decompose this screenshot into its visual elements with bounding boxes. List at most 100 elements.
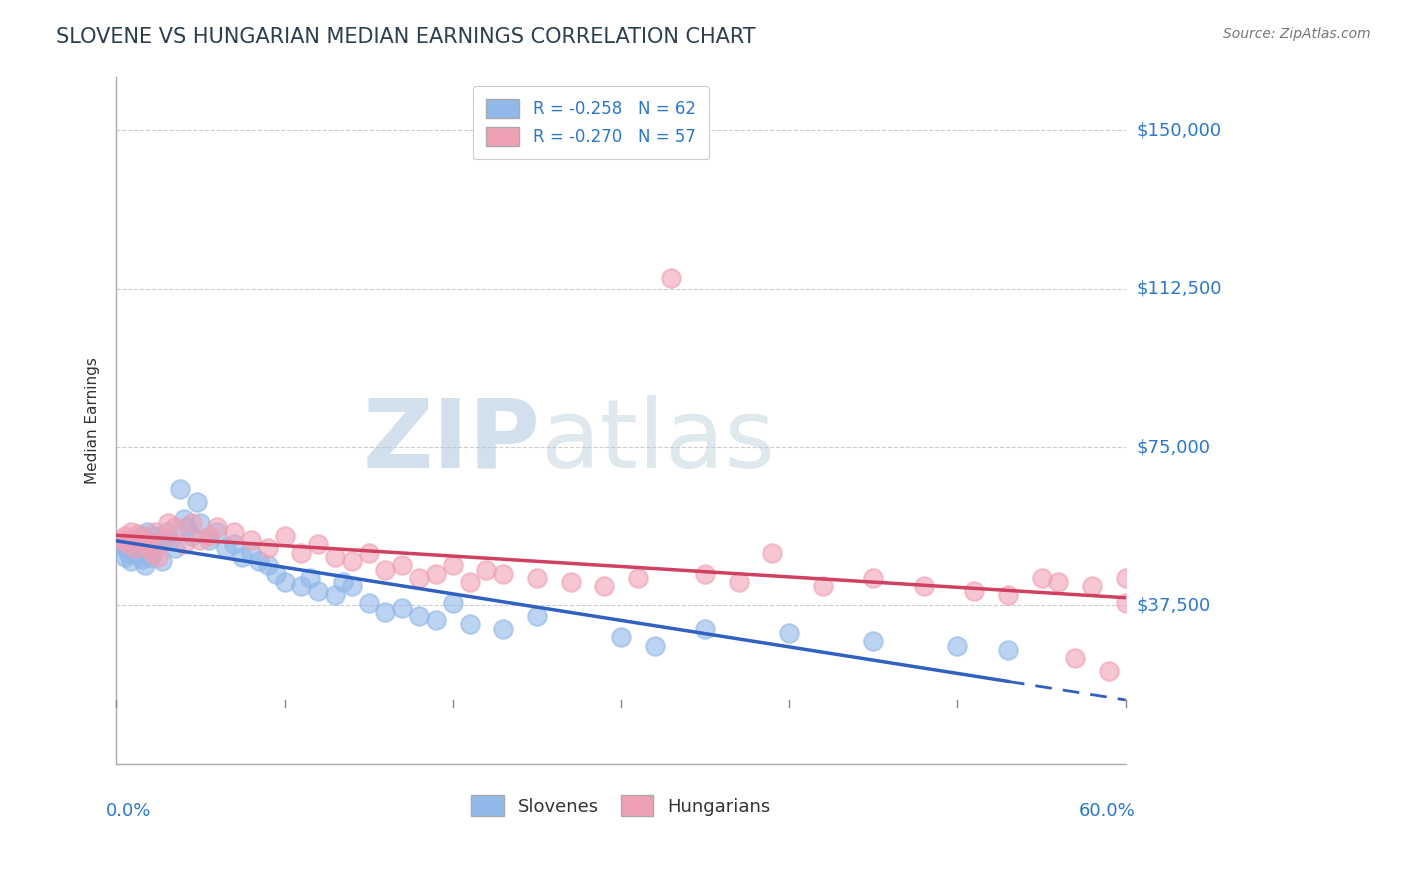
Point bbox=[141, 541, 163, 556]
Point bbox=[186, 495, 208, 509]
Point bbox=[173, 512, 195, 526]
Point bbox=[526, 609, 548, 624]
Point bbox=[997, 642, 1019, 657]
Point bbox=[131, 531, 153, 545]
Point bbox=[946, 639, 969, 653]
Point bbox=[290, 579, 312, 593]
Point bbox=[239, 546, 262, 560]
Text: ZIP: ZIP bbox=[363, 395, 540, 488]
Point bbox=[198, 533, 221, 547]
Point bbox=[357, 596, 380, 610]
Point bbox=[231, 549, 253, 564]
Point bbox=[222, 524, 245, 539]
Point bbox=[141, 546, 163, 560]
Point bbox=[1098, 664, 1121, 678]
Point bbox=[256, 558, 278, 573]
Point bbox=[127, 548, 149, 562]
Point bbox=[1115, 596, 1137, 610]
Point bbox=[131, 552, 153, 566]
Point bbox=[148, 537, 170, 551]
Point bbox=[127, 526, 149, 541]
Point bbox=[214, 541, 236, 556]
Point bbox=[128, 531, 150, 545]
Point bbox=[239, 533, 262, 547]
Point bbox=[323, 588, 346, 602]
Point bbox=[143, 529, 166, 543]
Point bbox=[169, 483, 191, 497]
Point bbox=[492, 566, 515, 581]
Point bbox=[340, 554, 363, 568]
Point bbox=[110, 533, 132, 547]
Point bbox=[181, 529, 204, 543]
Point bbox=[118, 533, 141, 547]
Point bbox=[778, 626, 800, 640]
Point bbox=[458, 617, 481, 632]
Point bbox=[173, 537, 195, 551]
Point bbox=[159, 533, 181, 547]
Point bbox=[862, 634, 884, 648]
Point bbox=[205, 520, 228, 534]
Point bbox=[526, 571, 548, 585]
Point bbox=[136, 539, 159, 553]
Text: $37,500: $37,500 bbox=[1137, 597, 1211, 615]
Text: $75,000: $75,000 bbox=[1137, 438, 1211, 456]
Text: SLOVENE VS HUNGARIAN MEDIAN EARNINGS CORRELATION CHART: SLOVENE VS HUNGARIAN MEDIAN EARNINGS COR… bbox=[56, 27, 756, 46]
Point bbox=[134, 558, 156, 573]
Point bbox=[110, 537, 132, 551]
Point bbox=[1064, 651, 1087, 665]
Point bbox=[693, 566, 716, 581]
Point bbox=[165, 520, 187, 534]
Point bbox=[273, 575, 295, 590]
Point bbox=[143, 524, 166, 539]
Point bbox=[475, 562, 498, 576]
Point bbox=[165, 541, 187, 556]
Point bbox=[135, 524, 157, 539]
Point bbox=[134, 535, 156, 549]
Point bbox=[610, 630, 633, 644]
Text: $150,000: $150,000 bbox=[1137, 121, 1222, 139]
Point bbox=[761, 546, 783, 560]
Point bbox=[374, 605, 396, 619]
Point bbox=[391, 558, 413, 573]
Point bbox=[811, 579, 834, 593]
Point bbox=[198, 529, 221, 543]
Text: 60.0%: 60.0% bbox=[1078, 802, 1136, 820]
Point bbox=[492, 622, 515, 636]
Point bbox=[176, 520, 198, 534]
Point bbox=[156, 524, 179, 539]
Point bbox=[997, 588, 1019, 602]
Point bbox=[627, 571, 650, 585]
Point bbox=[1115, 571, 1137, 585]
Point bbox=[256, 541, 278, 556]
Point bbox=[1031, 571, 1053, 585]
Point bbox=[357, 546, 380, 560]
Point bbox=[205, 524, 228, 539]
Point bbox=[114, 529, 136, 543]
Point bbox=[441, 558, 464, 573]
Point bbox=[125, 535, 148, 549]
Point bbox=[290, 546, 312, 560]
Point bbox=[150, 554, 173, 568]
Point bbox=[391, 600, 413, 615]
Point bbox=[340, 579, 363, 593]
Point bbox=[152, 533, 174, 547]
Point bbox=[115, 541, 138, 556]
Point bbox=[323, 549, 346, 564]
Point bbox=[1047, 575, 1070, 590]
Point bbox=[425, 566, 447, 581]
Point bbox=[560, 575, 582, 590]
Point bbox=[273, 529, 295, 543]
Point bbox=[264, 566, 287, 581]
Point bbox=[120, 554, 142, 568]
Point bbox=[124, 541, 146, 556]
Point bbox=[912, 579, 935, 593]
Point bbox=[661, 271, 683, 285]
Point bbox=[307, 537, 329, 551]
Point bbox=[117, 546, 139, 560]
Point bbox=[1081, 579, 1104, 593]
Text: atlas: atlas bbox=[540, 395, 775, 488]
Point bbox=[132, 529, 155, 543]
Point bbox=[117, 537, 139, 551]
Point bbox=[190, 516, 212, 530]
Text: 0.0%: 0.0% bbox=[107, 802, 152, 820]
